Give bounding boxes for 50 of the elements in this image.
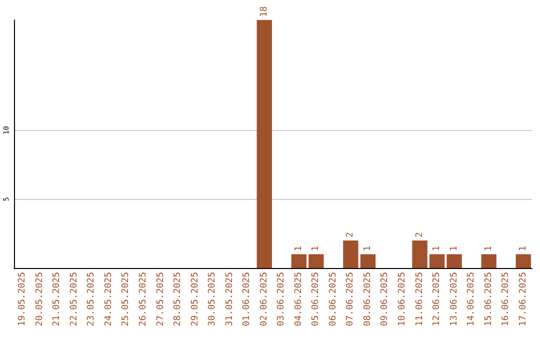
x-tick-label: 29.05.2025	[190, 272, 200, 326]
x-tick-label: 17.06.2025	[518, 272, 528, 326]
data-label: 1	[449, 246, 460, 252]
data-label: 1	[432, 246, 442, 252]
x-tick-label: 27.05.2025	[156, 272, 166, 326]
x-tick-label: 23.05.2025	[86, 272, 97, 326]
bar	[516, 254, 531, 268]
bar	[343, 240, 358, 268]
x-tick-label: 13.06.2025	[449, 272, 460, 326]
x-tick-label: 09.06.2025	[380, 272, 390, 326]
bar	[360, 254, 376, 268]
x-tick-label: 04.06.2025	[294, 272, 304, 326]
data-label: 1	[294, 246, 304, 252]
x-tick-label: 28.05.2025	[173, 272, 184, 326]
bar	[308, 254, 324, 268]
x-tick-label: 14.06.2025	[466, 272, 477, 326]
x-tick-label: 21.05.2025	[52, 272, 62, 326]
x-tick-label: 31.05.2025	[224, 272, 235, 326]
x-tick-label: 06.06.2025	[328, 272, 338, 326]
bar	[291, 254, 306, 268]
data-label: 1	[311, 246, 322, 252]
data-label: 1	[518, 246, 528, 252]
x-tick-label: 07.06.2025	[346, 272, 356, 326]
x-tick-label: 30.05.2025	[208, 272, 218, 326]
x-tick-label: 20.05.2025	[34, 272, 45, 326]
data-label: 18	[259, 6, 270, 17]
bar	[446, 254, 462, 268]
x-tick-label: 24.05.2025	[104, 272, 114, 326]
data-label: 1	[484, 246, 494, 252]
x-tick-label: 16.06.2025	[501, 272, 512, 326]
data-label: 2	[414, 232, 425, 238]
x-tick-label: 11.06.2025	[414, 272, 425, 326]
x-tick-label: 08.06.2025	[362, 272, 373, 326]
x-tick-label: 25.05.2025	[121, 272, 132, 326]
x-tick-label: 02.06.2025	[259, 272, 270, 326]
data-label: 2	[346, 232, 356, 238]
x-tick-label: 01.06.2025	[242, 272, 252, 326]
x-tick-label: 19.05.2025	[18, 272, 28, 326]
x-tick-label: 15.06.2025	[484, 272, 494, 326]
x-tick-label: 10.06.2025	[398, 272, 408, 326]
x-tick-label: 12.06.2025	[432, 272, 442, 326]
x-tick-label: 05.06.2025	[311, 272, 322, 326]
x-tick-label: 26.05.2025	[138, 272, 148, 326]
bar	[412, 240, 428, 268]
data-label: 1	[362, 246, 373, 252]
bar	[429, 254, 445, 268]
bar	[481, 254, 496, 268]
x-tick-label: 22.05.2025	[69, 272, 80, 326]
bar	[256, 20, 272, 268]
x-tick-label: 03.06.2025	[276, 272, 287, 326]
